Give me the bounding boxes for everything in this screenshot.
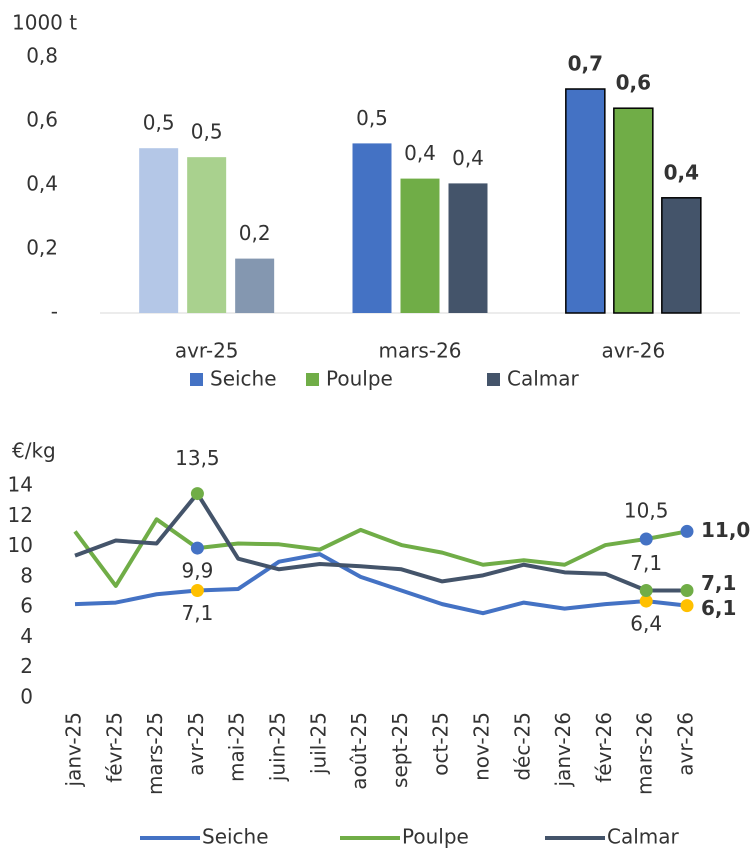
bar (661, 197, 702, 314)
bar (613, 107, 654, 314)
x-tick-label: févr-26 (592, 712, 616, 783)
bar (400, 178, 440, 313)
x-tick-label: janv-26 (551, 712, 575, 787)
x-tick-label: nov-25 (470, 712, 494, 781)
y-tick-label: 0 (20, 685, 33, 709)
y-unit: 1000 t (12, 11, 77, 35)
y-tick-label: 2 (20, 654, 33, 678)
series-line (73, 517, 688, 588)
y-tick-label: 8 (20, 563, 33, 587)
legend-label: Poulpe (402, 825, 469, 849)
x-tick-label: juin-25 (266, 712, 290, 782)
x-tick-label: mars-26 (633, 712, 657, 795)
marker (190, 583, 204, 597)
data-label: 7,1 (630, 551, 662, 575)
x-tick-label: févr-25 (102, 712, 126, 783)
data-label: 10,5 (624, 499, 669, 523)
data-label: 0,5 (356, 106, 388, 130)
data-label: 7,1 (701, 571, 736, 595)
x-tick-label: juil-25 (306, 712, 330, 775)
x-tick-label: mars-26 (378, 339, 461, 363)
bar (139, 148, 179, 313)
x-tick-label: avr-26 (674, 712, 698, 776)
series-line (74, 552, 688, 616)
bar (235, 258, 275, 313)
series-line (74, 491, 687, 593)
legend-swatch (190, 373, 203, 386)
data-label: 0,5 (191, 120, 223, 144)
data-label: 0,4 (452, 146, 484, 170)
marker (639, 583, 653, 597)
y-tick-label: 0,8 (26, 44, 58, 68)
y-unit: €/kg (12, 439, 56, 463)
y-tick-label: 0,2 (26, 236, 58, 260)
y-tick-label: 6 (20, 594, 33, 618)
marker (190, 487, 204, 501)
marker (680, 583, 694, 597)
data-label: 6,1 (701, 596, 736, 620)
y-tick-label: 0,4 (26, 172, 58, 196)
bar (187, 157, 227, 313)
x-tick-label: sept-25 (388, 712, 412, 788)
x-tick-label: mai-25 (225, 712, 249, 782)
y-tick-label: 4 (20, 624, 33, 648)
x-tick-label: avr-26 (601, 339, 665, 363)
legend-label: Seiche (210, 367, 277, 391)
marker (639, 532, 653, 546)
data-label: 6,4 (630, 612, 662, 636)
legend-swatch (487, 373, 500, 386)
data-label: 0,2 (239, 221, 271, 245)
data-label: 7,1 (181, 601, 213, 625)
y-tick-label: 0,6 (26, 108, 58, 132)
y-tick-label: 10 (8, 533, 33, 557)
data-label: 13,5 (175, 446, 220, 470)
legend-label: Seiche (202, 825, 269, 849)
bar (565, 88, 606, 314)
marker (680, 524, 694, 538)
marker (639, 594, 653, 608)
bar (352, 143, 392, 313)
data-label: 0,4 (664, 160, 699, 184)
x-tick-label: janv-25 (62, 712, 86, 787)
legend-swatch (306, 373, 319, 386)
data-label: 0,4 (404, 141, 436, 165)
x-tick-label: oct-25 (429, 712, 453, 776)
legend-label: Poulpe (326, 367, 393, 391)
x-tick-label: août-25 (347, 712, 371, 790)
y-tick-label: - (51, 300, 58, 324)
data-label: 0,6 (616, 71, 651, 95)
data-label: 0,7 (568, 52, 603, 76)
x-tick-label: avr-25 (175, 339, 239, 363)
y-tick-label: 14 (8, 473, 33, 497)
x-tick-label: déc-25 (510, 712, 534, 781)
marker (190, 541, 204, 555)
data-label: 9,9 (181, 559, 213, 583)
data-label: 0,5 (143, 111, 175, 135)
x-tick-label: mars-25 (143, 712, 167, 795)
legend-label: Calmar (607, 825, 680, 849)
x-tick-label: avr-25 (184, 712, 208, 776)
y-tick-label: 12 (8, 503, 33, 527)
bar (448, 183, 488, 313)
data-label: 11,0 (701, 518, 750, 542)
marker (680, 599, 694, 613)
legend-label: Calmar (507, 367, 580, 391)
